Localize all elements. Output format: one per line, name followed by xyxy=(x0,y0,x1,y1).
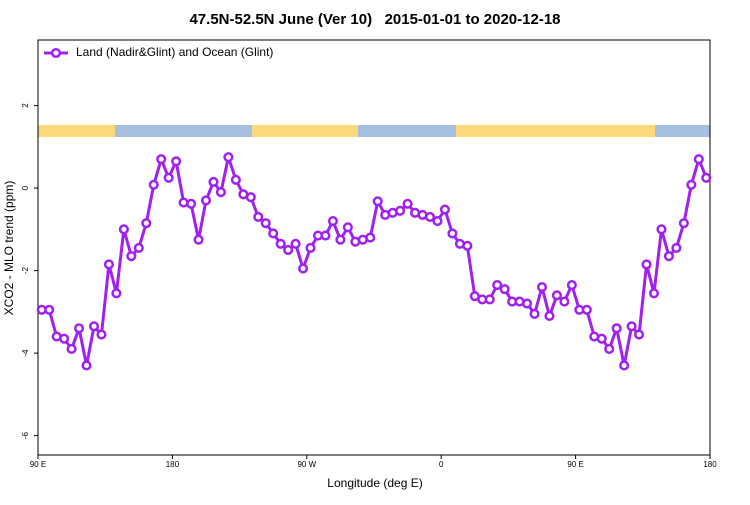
data-point xyxy=(432,216,443,227)
data-point xyxy=(230,174,241,185)
data-point xyxy=(186,198,197,209)
data-point xyxy=(529,308,540,319)
y-tick-label: -6 xyxy=(21,432,30,440)
data-point xyxy=(305,242,316,253)
data-point xyxy=(118,224,129,235)
data-point xyxy=(327,216,338,227)
data-point xyxy=(402,198,413,209)
data-point xyxy=(611,323,622,334)
data-point xyxy=(156,154,167,165)
data-point xyxy=(260,218,271,229)
data-point xyxy=(111,288,122,299)
data-point xyxy=(596,333,607,344)
data-point xyxy=(171,156,182,167)
data-point xyxy=(342,222,353,233)
data-point xyxy=(163,172,174,183)
data-point xyxy=(536,282,548,293)
data-point xyxy=(88,321,100,332)
data-point xyxy=(484,294,495,305)
data-point xyxy=(544,310,555,322)
x-tick-label: 180 xyxy=(166,460,180,469)
data-point xyxy=(365,232,376,243)
data-point xyxy=(298,263,309,274)
data-point xyxy=(96,329,107,340)
legend-label: Land (Nadir&Glint) and Ocean (Glint) xyxy=(76,45,273,59)
data-point xyxy=(424,211,436,223)
y-tick-label: -4 xyxy=(21,349,30,357)
data-point xyxy=(492,279,503,291)
data-point xyxy=(208,176,219,187)
data-point xyxy=(74,323,85,334)
legend-marker xyxy=(50,47,62,59)
data-point xyxy=(559,296,570,307)
data-point xyxy=(81,360,92,371)
data-point xyxy=(275,238,286,249)
series-line xyxy=(41,155,708,367)
x-tick-label: 90 E xyxy=(567,460,583,469)
data-point xyxy=(290,238,301,249)
data-point xyxy=(619,360,630,371)
data-point xyxy=(641,259,652,270)
data-point xyxy=(268,228,279,239)
data-point xyxy=(581,304,592,315)
data-point xyxy=(693,154,704,165)
x-tick-label: 180 xyxy=(703,460,717,469)
data-point xyxy=(141,218,152,229)
x-tick-label: 90 E xyxy=(30,460,46,469)
data-point xyxy=(678,218,689,229)
data-point xyxy=(283,244,294,256)
data-point xyxy=(320,230,331,241)
data-point xyxy=(499,284,510,295)
data-point xyxy=(626,321,637,332)
data-point xyxy=(103,259,114,270)
data-point xyxy=(372,196,383,207)
data-point xyxy=(439,204,450,215)
data-point xyxy=(223,152,234,163)
data-point xyxy=(395,205,406,216)
data-point xyxy=(671,242,682,253)
data-point xyxy=(604,343,615,355)
data-point xyxy=(566,279,577,291)
plot-frame xyxy=(37,39,711,456)
data-point xyxy=(59,333,70,344)
data-point xyxy=(522,298,533,309)
x-tick-label: 90 W xyxy=(297,460,316,469)
y-tick-label: 2 xyxy=(21,103,30,108)
data-point xyxy=(551,290,562,301)
data-point xyxy=(648,288,660,299)
data-point xyxy=(656,224,667,235)
land-ocean-strip xyxy=(38,125,710,137)
data-point xyxy=(253,211,264,223)
data-point xyxy=(663,251,674,262)
chart-title: 47.5N-52.5N June (Ver 10) 2015-01-01 to … xyxy=(189,11,560,28)
data-point xyxy=(634,329,645,340)
data-point xyxy=(335,234,346,245)
data-point xyxy=(148,179,159,190)
data-point xyxy=(245,192,256,203)
y-tick-label: 0 xyxy=(21,185,30,190)
y-axis-label: XCO2 - MLO trend (ppm) xyxy=(2,181,16,316)
data-point xyxy=(462,240,473,251)
x-axis-label: Longitude (deg E) xyxy=(327,476,422,490)
data-point xyxy=(66,343,77,355)
data-point xyxy=(126,251,137,262)
data-point xyxy=(447,228,458,239)
data-point xyxy=(701,172,712,183)
data-point xyxy=(215,187,226,198)
data-point xyxy=(193,234,204,245)
data-point xyxy=(133,242,144,253)
data-point xyxy=(200,195,212,206)
data-point xyxy=(44,304,55,315)
x-tick-label: 0 xyxy=(439,460,444,469)
data-point xyxy=(686,179,697,190)
y-tick-label: -2 xyxy=(21,266,30,274)
